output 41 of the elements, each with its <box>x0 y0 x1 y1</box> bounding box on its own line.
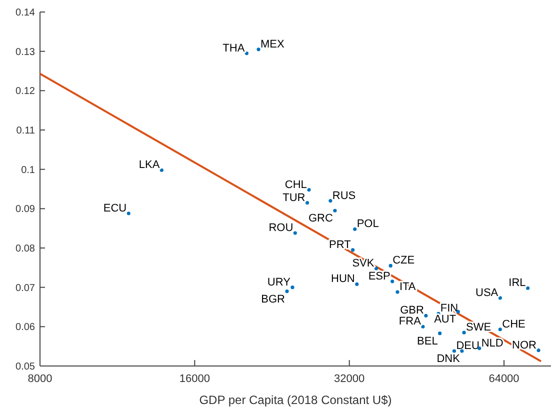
data-label: BGR <box>261 293 286 306</box>
x-tick-label: 64000 <box>488 372 520 385</box>
y-tick-label: 0.1 <box>21 164 36 176</box>
data-label: AUT <box>434 314 456 326</box>
data-label: CHL <box>284 178 307 191</box>
y-tick-label: 0.11 <box>16 126 36 137</box>
data-label: GRC <box>308 212 333 225</box>
data-label: HUN <box>331 273 355 286</box>
data-label: POL <box>356 218 379 230</box>
data-label: URY <box>267 276 292 288</box>
data-label: DEU <box>456 340 480 352</box>
data-label: THA <box>222 42 246 54</box>
y-tick-label: 0.14 <box>16 8 36 19</box>
data-label: RUS <box>332 190 356 202</box>
x-tick-label: 8000 <box>28 372 52 385</box>
data-label: CHE <box>502 318 526 330</box>
x-axis-title: GDP per Capita (2018 Constant U$) <box>199 393 392 407</box>
x-tick-label: 32000 <box>334 372 365 385</box>
data-label: USA <box>476 286 499 299</box>
x-tick-label: 16000 <box>179 372 210 385</box>
y-tick-label: 0.09 <box>16 204 36 216</box>
data-label: ROU <box>268 222 294 234</box>
data-label: CZE <box>392 254 415 267</box>
data-label: TUR <box>282 192 306 204</box>
y-tick-label: 0.13 <box>16 46 36 58</box>
data-label: MEX <box>260 38 286 50</box>
data-label: NLD <box>481 337 504 350</box>
data-label: NOR <box>512 339 537 352</box>
y-tick-label: 0.08 <box>16 244 36 255</box>
y-tick-label: 0.05 <box>16 362 36 373</box>
data-label: BEL <box>417 335 438 348</box>
data-label: LKA <box>138 159 160 172</box>
data-label: IRL <box>508 277 526 290</box>
data-label: FRA <box>398 316 422 328</box>
data-label: ESP <box>368 270 390 282</box>
data-label: ECU <box>103 202 127 214</box>
y-tick-label: 0.12 <box>16 86 36 98</box>
y-tick-label: 0.06 <box>16 322 36 334</box>
data-label: DNK <box>436 353 461 366</box>
data-label: GBR <box>400 304 424 317</box>
y-tick-label: 0.07 <box>16 282 36 294</box>
